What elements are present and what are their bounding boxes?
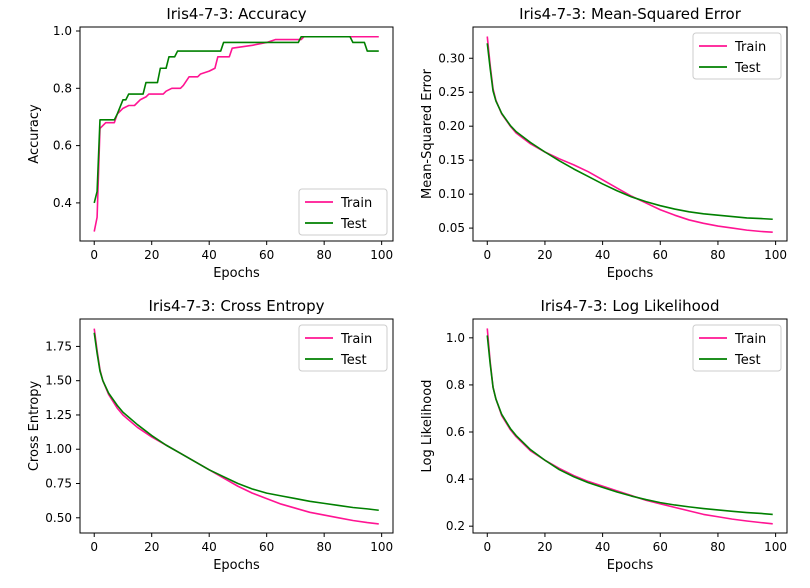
y-tick-label: 0.05: [438, 221, 465, 235]
x-tick-label: 60: [259, 248, 274, 262]
x-axis-label: Epochs: [213, 266, 260, 281]
x-tick-label: 80: [710, 248, 725, 262]
legend-label-train: Train: [340, 196, 372, 211]
legend: Train Test: [692, 324, 782, 372]
x-tick-label: 100: [764, 540, 787, 554]
y-tick-label: 0.25: [438, 85, 465, 99]
x-axis-label: Epochs: [607, 558, 654, 573]
y-axis-label: Accuracy: [27, 104, 42, 164]
chart-cross-entropy: Iris4-7-3: Cross Entropy 0 20 40 60 80 100 0.50…: [27, 297, 394, 573]
legend: Train Test: [298, 188, 388, 236]
y-tick-label: 1.00: [45, 442, 72, 456]
x-tick-label: 0: [90, 248, 98, 262]
y-tick-label: 1.0: [53, 24, 72, 38]
y-tick-label: 0.2: [446, 519, 465, 533]
legend-label-test: Test: [734, 353, 761, 368]
chart-title: Iris4-7-3: Cross Entropy: [148, 297, 324, 315]
y-tick-label: 0.8: [53, 81, 72, 95]
x-tick-label: 40: [595, 540, 610, 554]
series-line-test: [486, 335, 773, 516]
y-tick-label: 0.15: [438, 153, 465, 167]
series-line-test: [486, 43, 773, 221]
y-axis-label: Mean-Squared Error: [420, 68, 435, 199]
y-tick-label: 1.25: [45, 408, 72, 422]
series-line-train: [93, 35, 379, 232]
series-line-test: [93, 35, 379, 204]
x-tick-label: 80: [710, 540, 725, 554]
legend-label-test: Test: [340, 353, 367, 368]
y-tick-label: 0.20: [438, 119, 465, 133]
x-tick-label: 100: [370, 248, 393, 262]
plot-frame: [472, 318, 788, 534]
chart-log-likelihood: Iris4-7-3: Log Likelihood 0 20 40 60 80 100 0.2…: [420, 297, 788, 573]
y-tick-label: 0.10: [438, 187, 465, 201]
x-tick-label: 60: [259, 540, 274, 554]
legend-label-train: Train: [734, 40, 766, 55]
x-tick-label: 20: [144, 248, 159, 262]
y-tick-label: 1.0: [446, 331, 465, 345]
x-tick-label: 0: [483, 248, 491, 262]
legend-label-test: Test: [734, 61, 761, 76]
x-tick-label: 0: [90, 540, 98, 554]
y-tick-label: 1.50: [45, 374, 72, 388]
x-tick-label: 0: [483, 540, 491, 554]
plot-frame: [79, 26, 394, 242]
plot-frame: [79, 318, 394, 534]
y-tick-label: 0.4: [446, 472, 465, 486]
x-tick-label: 60: [653, 540, 668, 554]
legend: Train Test: [298, 324, 388, 372]
legend-label-test: Test: [340, 217, 367, 232]
x-tick-label: 40: [595, 248, 610, 262]
legend: Train Test: [692, 32, 782, 80]
x-tick-label: 80: [317, 248, 332, 262]
y-tick-label: 0.6: [446, 425, 465, 439]
y-tick-label: 0.75: [45, 477, 72, 491]
y-tick-label: 0.8: [446, 378, 465, 392]
chart-title: Iris4-7-3: Mean-Squared Error: [519, 5, 742, 23]
x-tick-label: 100: [764, 248, 787, 262]
y-tick-label: 0.30: [438, 51, 465, 65]
x-tick-label: 40: [202, 248, 217, 262]
legend-label-train: Train: [734, 332, 766, 347]
x-tick-label: 20: [537, 540, 552, 554]
chart-title: Iris4-7-3: Log Likelihood: [540, 297, 719, 315]
plot-frame: [472, 26, 788, 242]
x-tick-label: 20: [144, 540, 159, 554]
x-tick-label: 100: [370, 540, 393, 554]
y-tick-label: 0.6: [53, 139, 72, 153]
legend-label-train: Train: [340, 332, 372, 347]
x-tick-label: 80: [317, 540, 332, 554]
x-axis-label: Epochs: [213, 558, 260, 573]
y-tick-label: 1.75: [45, 339, 72, 353]
series-line-test: [93, 332, 379, 512]
x-tick-label: 40: [202, 540, 217, 554]
y-tick-label: 0.4: [53, 196, 72, 210]
x-axis-label: Epochs: [607, 266, 654, 281]
x-tick-label: 60: [653, 248, 668, 262]
x-tick-label: 20: [537, 248, 552, 262]
y-axis-label: Cross Entropy: [27, 381, 42, 472]
y-tick-label: 0.50: [45, 511, 72, 525]
chart-accuracy: Iris4-7-3: Accuracy 0 20 40 60 80 100 0.4 0.6 0.8…: [27, 5, 394, 281]
chart-title: Iris4-7-3: Accuracy: [166, 5, 306, 23]
y-axis-label: Log Likelihood: [420, 380, 435, 473]
chart-mse: Iris4-7-3: Mean-Squared Error 0 20 40 60 80 10…: [420, 5, 788, 281]
